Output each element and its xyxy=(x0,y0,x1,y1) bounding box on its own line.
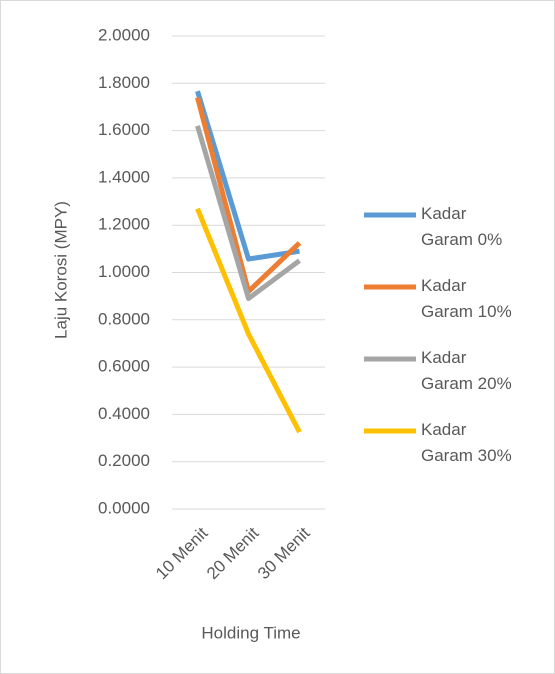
legend-label-line: Garam 20% xyxy=(421,374,512,393)
y-tick-label: 1.0000 xyxy=(98,262,150,281)
legend-label: Kadar Garam 20% xyxy=(421,348,512,393)
y-tick-label: 1.2000 xyxy=(98,215,150,234)
legend-label: Kadar Garam 0% xyxy=(421,204,502,249)
legend-label-line: Kadar xyxy=(421,420,467,439)
legend-label-line: Garam 0% xyxy=(421,230,502,249)
y-axis-title: Laju Korosi (MPY) xyxy=(51,201,70,339)
y-tick-label: 0.6000 xyxy=(98,357,150,376)
y-tick-label: 2.0000 xyxy=(98,25,150,44)
x-axis-title: Holding Time xyxy=(201,623,300,642)
legend-label-line: Garam 30% xyxy=(421,446,512,465)
series-line xyxy=(195,125,301,302)
y-tick-label: 1.4000 xyxy=(98,167,150,186)
legend-label: Kadar Garam 30% xyxy=(421,420,512,465)
series-line xyxy=(195,207,302,434)
series-line xyxy=(195,90,300,262)
y-tick-label: 0.2000 xyxy=(98,451,150,470)
y-tick-label: 0.0000 xyxy=(98,498,150,517)
y-tick-label: 1.6000 xyxy=(98,120,150,139)
legend-label-line: Kadar xyxy=(421,276,467,295)
legend-label: Kadar Garam 10% xyxy=(421,276,512,321)
y-tick-label: 0.4000 xyxy=(98,404,150,423)
legend-label-line: Garam 10% xyxy=(421,302,512,321)
legend-label-line: Kadar xyxy=(421,204,467,223)
y-tick-label: 1.8000 xyxy=(98,73,150,92)
y-tick-label: 0.8000 xyxy=(98,309,150,328)
legend-label-line: Kadar xyxy=(421,348,467,367)
